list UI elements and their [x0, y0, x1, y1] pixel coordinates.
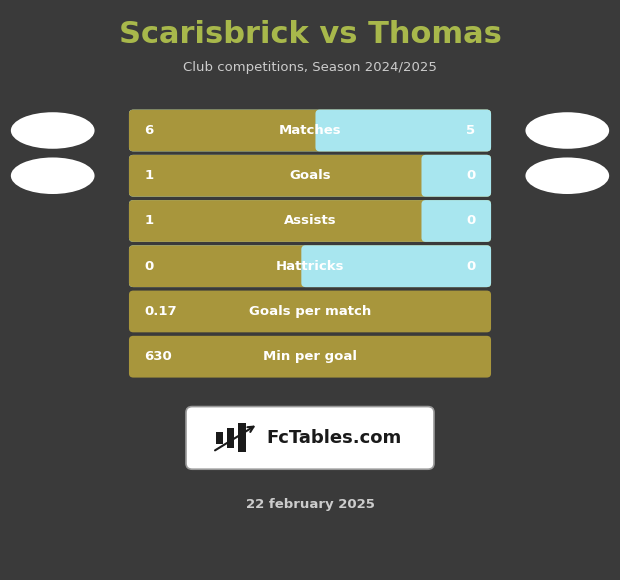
Text: 1: 1 [144, 215, 154, 227]
Text: Assists: Assists [284, 215, 336, 227]
FancyBboxPatch shape [301, 245, 491, 287]
Text: Min per goal: Min per goal [263, 350, 357, 363]
Text: FcTables.com: FcTables.com [267, 429, 402, 447]
FancyBboxPatch shape [227, 428, 234, 448]
FancyBboxPatch shape [129, 155, 491, 197]
Text: 22 february 2025: 22 february 2025 [246, 498, 374, 511]
Text: 0.17: 0.17 [144, 305, 177, 318]
FancyBboxPatch shape [129, 245, 491, 287]
FancyBboxPatch shape [129, 336, 491, 378]
FancyBboxPatch shape [129, 291, 491, 332]
Text: Goals: Goals [289, 169, 331, 182]
FancyBboxPatch shape [316, 110, 491, 151]
Ellipse shape [11, 113, 95, 148]
Text: Scarisbrick vs Thomas: Scarisbrick vs Thomas [118, 20, 502, 49]
FancyBboxPatch shape [216, 432, 223, 444]
FancyBboxPatch shape [430, 204, 445, 238]
Text: 5: 5 [466, 124, 476, 137]
Text: Club competitions, Season 2024/2025: Club competitions, Season 2024/2025 [183, 61, 437, 74]
Text: 6: 6 [144, 124, 154, 137]
Text: 1: 1 [144, 169, 154, 182]
FancyBboxPatch shape [422, 200, 491, 242]
Text: Hattricks: Hattricks [276, 260, 344, 273]
Ellipse shape [11, 158, 95, 194]
FancyBboxPatch shape [422, 155, 491, 197]
FancyBboxPatch shape [310, 249, 354, 283]
Text: 0: 0 [466, 215, 476, 227]
Text: 0: 0 [144, 260, 154, 273]
FancyBboxPatch shape [238, 423, 246, 452]
FancyBboxPatch shape [129, 200, 491, 242]
Text: 0: 0 [466, 260, 476, 273]
FancyBboxPatch shape [186, 407, 434, 469]
FancyBboxPatch shape [129, 245, 491, 287]
FancyBboxPatch shape [324, 114, 365, 147]
FancyBboxPatch shape [129, 200, 491, 242]
FancyBboxPatch shape [129, 155, 491, 197]
Ellipse shape [526, 158, 609, 194]
FancyBboxPatch shape [129, 110, 491, 151]
FancyBboxPatch shape [129, 110, 491, 151]
Text: 0: 0 [466, 169, 476, 182]
Text: Matches: Matches [278, 124, 342, 137]
Text: 630: 630 [144, 350, 172, 363]
Ellipse shape [526, 113, 609, 148]
FancyBboxPatch shape [430, 159, 445, 193]
Text: Goals per match: Goals per match [249, 305, 371, 318]
